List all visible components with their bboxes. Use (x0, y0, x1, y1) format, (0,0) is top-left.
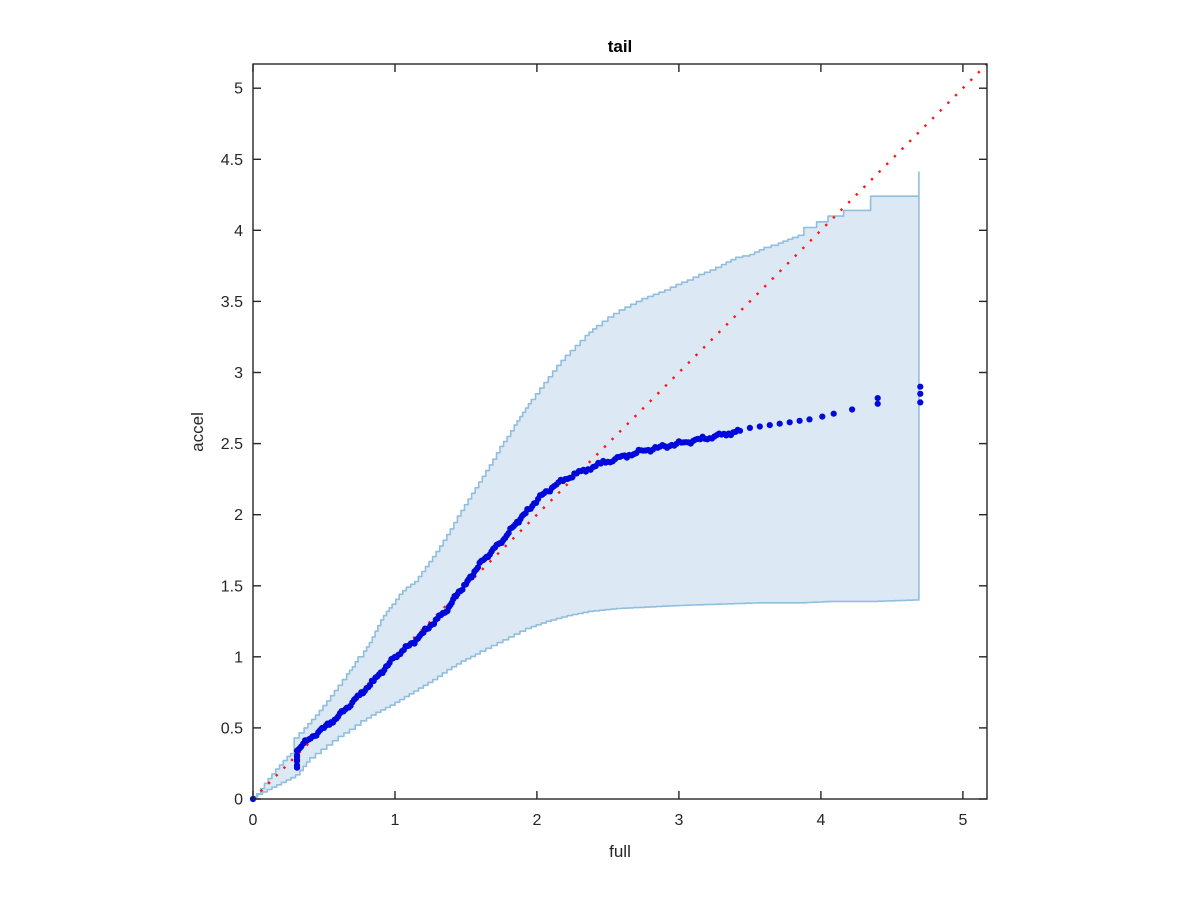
data-point (917, 383, 924, 390)
data-point (796, 417, 803, 424)
y-tick-label: 2 (234, 507, 243, 524)
data-point (806, 416, 813, 423)
data-point (786, 419, 793, 426)
tick-labels: 0 1 2 3 4 5 0 0.5 1 1.5 2 2.5 3 3.5 4 4.5 5 (221, 81, 968, 829)
data-point (459, 586, 466, 593)
data-point (756, 423, 763, 430)
y-tick-label: 1 (234, 649, 243, 666)
y-tick-label: 0 (234, 792, 243, 809)
x-tick-label: 4 (816, 812, 825, 829)
data-point (819, 413, 826, 420)
x-tick-label: 2 (532, 812, 541, 829)
axes-box-and-ticks (252, 63, 988, 800)
data-point (736, 427, 744, 434)
y-tick-label: 3 (234, 365, 243, 382)
x-axis-label: full (609, 842, 631, 861)
confidence-band (252, 171, 920, 800)
data-point (874, 395, 881, 402)
x-tick-label: 3 (674, 812, 683, 829)
y-tick-label: 4.5 (221, 152, 243, 169)
x-tick-label: 5 (958, 812, 967, 829)
axes-box (252, 63, 988, 800)
qq-scatter-points (249, 383, 924, 803)
data-point (293, 762, 301, 769)
data-point (474, 564, 481, 571)
data-point (776, 420, 783, 427)
y-axis-label: accel (188, 412, 207, 452)
y-tick-label: 2.5 (221, 436, 243, 453)
data-point (746, 424, 754, 431)
data-point (293, 752, 301, 759)
x-tick-label: 1 (391, 812, 400, 829)
data-point (849, 406, 856, 413)
plot-title: tail (608, 37, 633, 56)
data-point (917, 390, 924, 397)
y-tick-label: 3.5 (221, 294, 243, 311)
data-point (830, 410, 837, 417)
data-point (917, 399, 924, 406)
data-point (766, 422, 773, 429)
y-tick-label: 5 (234, 81, 243, 98)
y-tick-label: 0.5 (221, 720, 243, 737)
x-tick-label: 0 (249, 812, 258, 829)
confidence-band-region (252, 171, 920, 800)
y-tick-label: 1.5 (221, 578, 243, 595)
y-tick-label: 4 (234, 223, 243, 240)
data-point (874, 400, 881, 407)
